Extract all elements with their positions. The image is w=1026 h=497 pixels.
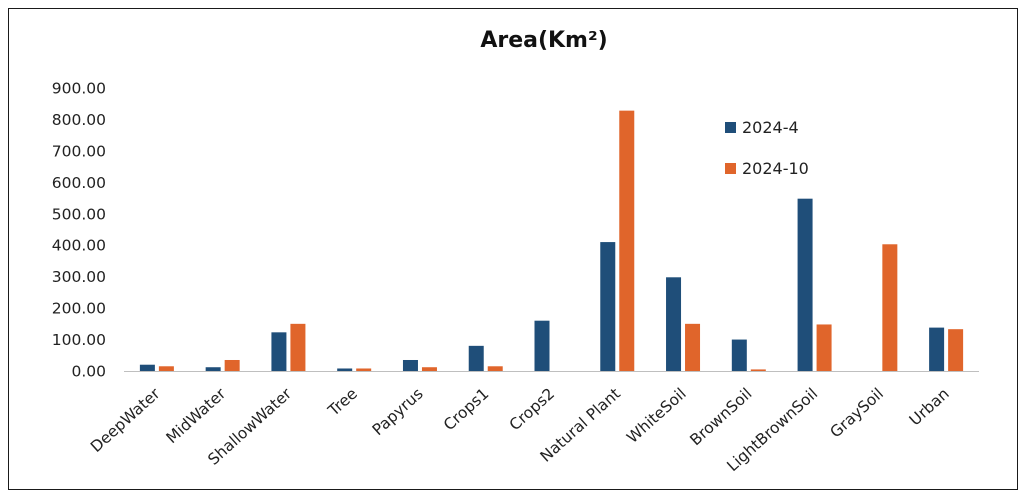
x-tick-label: Tree [324, 385, 361, 421]
bar-whitesoil-2024-10 [685, 323, 701, 371]
x-tick-label: MidWater [163, 384, 230, 447]
bar-brownsoil-2024-10 [750, 369, 766, 371]
bar-graysoil-2024-10 [882, 244, 898, 371]
y-tick-label: 500.00 [52, 205, 106, 223]
bar-shallowwater-2024-10 [290, 323, 306, 371]
legend-label: 2024-4 [742, 118, 799, 137]
y-tick-label: 0.00 [71, 363, 106, 381]
bar-midwater-2024-10 [224, 359, 240, 371]
bars-group [139, 110, 964, 371]
x-tick-label: GraySoil [827, 385, 887, 442]
y-tick-label: 200.00 [52, 300, 106, 318]
x-tick-label: Crops2 [506, 385, 558, 435]
x-tick-label: WhiteSoil [623, 385, 689, 447]
bar-urban-2024-10 [948, 329, 964, 371]
bar-deepwater-2024-4 [139, 364, 155, 371]
bar-chart: Area(Km²) 0.00 100.00 200.00 300.00 400.00 50… [52, 28, 979, 475]
bar-crops1-2024-10 [487, 366, 503, 371]
bar-lightbrownsoil-2024-4 [797, 198, 813, 371]
bar-urban-2024-4 [929, 327, 945, 371]
bar-shallowwater-2024-4 [271, 332, 287, 371]
y-tick-label: 800.00 [52, 111, 106, 129]
y-tick-label: 300.00 [52, 268, 106, 286]
bar-brownsoil-2024-4 [731, 339, 747, 371]
y-tick-label: 400.00 [52, 237, 106, 255]
legend-swatch [725, 122, 736, 133]
bar-tree-2024-10 [356, 368, 372, 371]
chart-title: Area(Km²) [480, 28, 607, 53]
bar-whitesoil-2024-4 [666, 277, 682, 371]
x-tick-label: DeepWater [87, 384, 164, 456]
bar-papyrus-2024-4 [402, 359, 418, 371]
bar-papyrus-2024-10 [421, 367, 437, 371]
chart-frame: Area(Km²) 0.00 100.00 200.00 300.00 400.00 50… [8, 8, 1018, 490]
bar-natural-plant-2024-4 [600, 242, 616, 371]
x-tick-label: Crops1 [440, 385, 492, 435]
x-tick-label: BrownSoil [687, 385, 756, 450]
legend-swatch [725, 163, 736, 174]
bar-midwater-2024-4 [205, 367, 221, 371]
bar-crops1-2024-4 [468, 345, 484, 371]
y-tick-label: 900.00 [52, 80, 106, 98]
bar-deepwater-2024-10 [158, 366, 174, 371]
x-tick-label: Urban [906, 385, 953, 430]
legend: 2024-4 2024-10 [725, 118, 809, 178]
y-axis: 0.00 100.00 200.00 300.00 400.00 500.00 600.00… [52, 80, 106, 381]
y-tick-label: 700.00 [52, 142, 106, 160]
bar-tree-2024-4 [337, 368, 353, 371]
x-tick-label: Papyrus [369, 385, 427, 439]
legend-label: 2024-10 [742, 159, 809, 178]
bar-natural-plant-2024-10 [619, 110, 635, 371]
bar-lightbrownsoil-2024-10 [816, 324, 832, 371]
y-tick-label: 100.00 [52, 331, 106, 349]
y-tick-label: 600.00 [52, 174, 106, 192]
bar-crops2-2024-4 [534, 320, 550, 371]
